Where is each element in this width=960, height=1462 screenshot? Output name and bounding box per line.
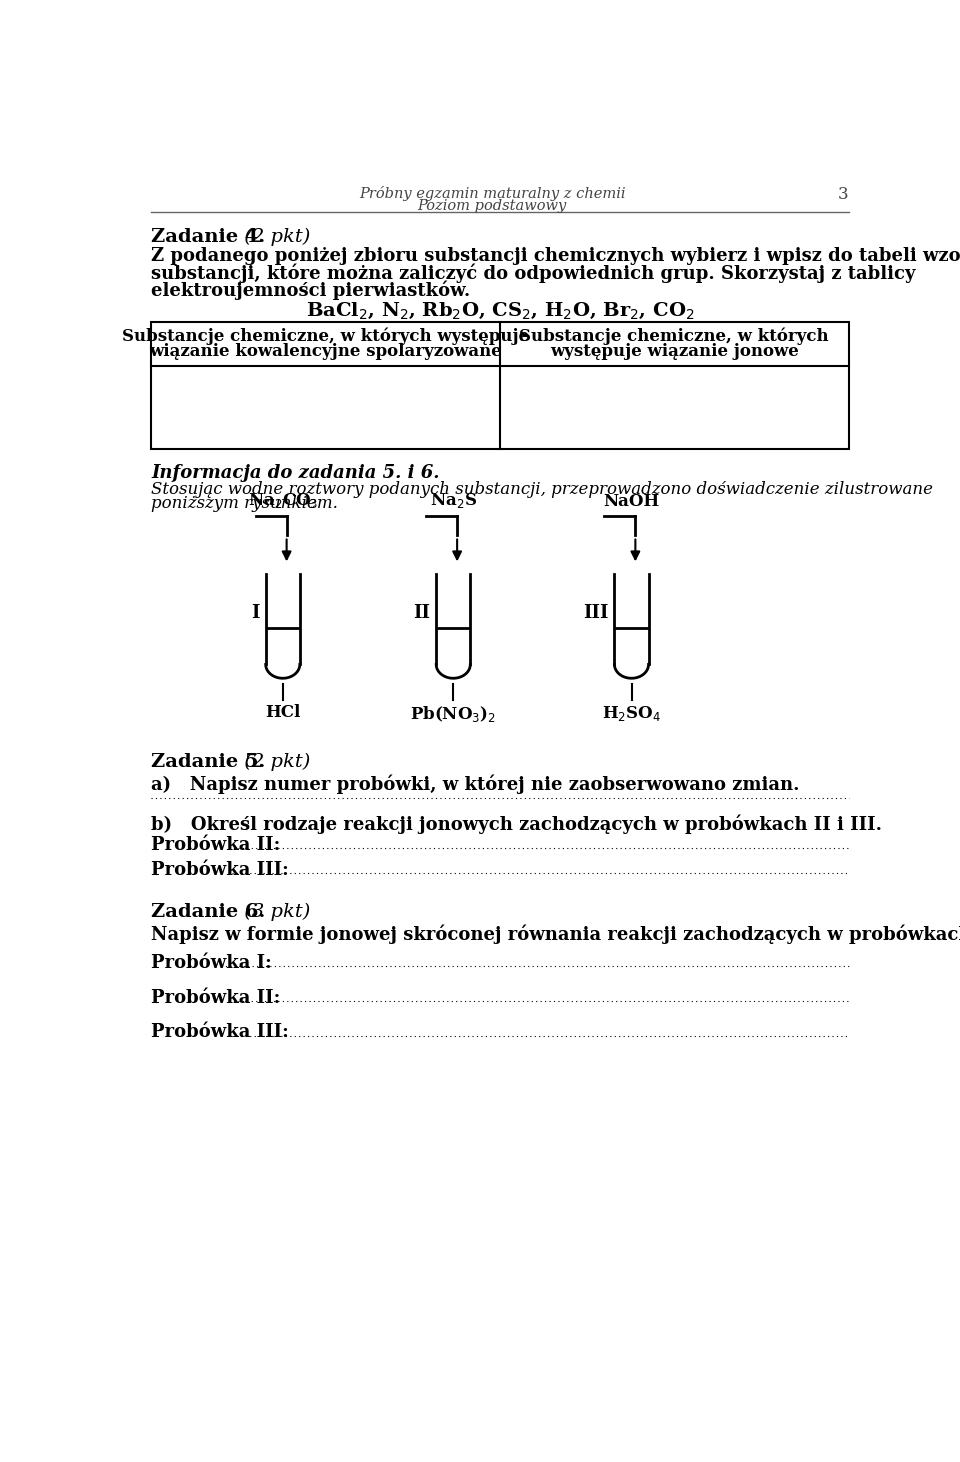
Text: poniższym rysunkiem.: poniższym rysunkiem. [151,496,338,512]
Text: Pb(NO$_3$)$_2$: Pb(NO$_3$)$_2$ [410,703,496,724]
Text: występuje wiązanie jonowe: występuje wiązanie jonowe [550,344,799,360]
Text: Substancje chemiczne, w których występuje: Substancje chemiczne, w których występuj… [122,327,529,345]
Text: Na$_2$S: Na$_2$S [430,491,477,510]
Text: Informacja do zadania 5. i 6.: Informacja do zadania 5. i 6. [151,465,440,482]
Text: Substancje chemiczne, w których: Substancje chemiczne, w których [519,327,828,345]
Text: Próbny egzamin maturalny z chemii: Próbny egzamin maturalny z chemii [359,186,625,202]
Bar [151,322,849,449]
Text: elektroujemności pierwiastków.: elektroujemności pierwiastków. [151,281,470,300]
Text: II: II [413,604,430,621]
Text: I: I [251,604,259,621]
Text: (2 pkt): (2 pkt) [238,228,310,246]
Text: Napisz w formie jonowej skróconej równania reakcji zachodzących w probówkach I, : Napisz w formie jonowej skróconej równan… [151,924,960,944]
Text: Poziom podstawowy: Poziom podstawowy [418,199,566,212]
Text: Probówka III:: Probówka III: [151,1023,289,1041]
Text: III: III [583,604,609,621]
Text: a)   Napisz numer probówki, w której nie zaobserwowano zmian.: a) Napisz numer probówki, w której nie z… [151,775,800,794]
Text: Stosując wodne roztwory podanych substancji, przeprowadzono doświadczenie zilust: Stosując wodne roztwory podanych substan… [151,481,933,499]
Text: NaOH: NaOH [604,493,660,510]
Text: Probówka I:: Probówka I: [151,953,272,972]
Text: Probówka II:: Probówka II: [151,988,280,1006]
Text: Zadanie 6.: Zadanie 6. [151,904,265,921]
Text: Probówka II:: Probówka II: [151,836,280,854]
Text: H$_2$SO$_4$: H$_2$SO$_4$ [602,703,661,722]
Text: substancji, które można zaliczyć do odpowiednich grup. Skorzystaj z tablicy: substancji, które można zaliczyć do odpo… [151,265,916,284]
Text: 3: 3 [838,186,849,203]
Text: Zadanie 5.: Zadanie 5. [151,753,265,770]
Text: wiązanie kowalencyjne spolaryzowane: wiązanie kowalencyjne spolaryzowane [149,344,502,360]
Text: HCl: HCl [265,703,300,721]
Text: (3 pkt): (3 pkt) [238,904,310,921]
Text: b)   Określ rodzaje reakcji jonowych zachodzących w probówkach II i III.: b) Określ rodzaje reakcji jonowych zacho… [151,814,882,833]
Text: BaCl$_2$, N$_2$, Rb$_2$O, CS$_2$, H$_2$O, Br$_2$, CO$_2$: BaCl$_2$, N$_2$, Rb$_2$O, CS$_2$, H$_2$O… [305,300,694,320]
Text: Zadanie 4.: Zadanie 4. [151,228,265,246]
Text: Probówka III:: Probówka III: [151,861,289,879]
Text: (2 pkt): (2 pkt) [238,753,310,770]
Text: Z podanego poniżej zbioru substancji chemicznych wybierz i wpisz do tabeli wzory: Z podanego poniżej zbioru substancji che… [151,247,960,265]
Text: Na$_2$CO$_3$: Na$_2$CO$_3$ [248,491,318,510]
